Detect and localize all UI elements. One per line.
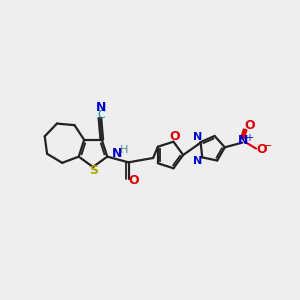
Text: O: O [244, 119, 254, 132]
Text: N: N [238, 134, 248, 147]
Text: O: O [256, 143, 266, 156]
Text: N: N [96, 101, 106, 114]
Text: −: − [262, 141, 272, 151]
Text: O: O [128, 174, 139, 187]
Text: N: N [193, 132, 202, 142]
Text: N: N [193, 156, 202, 167]
Text: C: C [97, 110, 105, 120]
Text: H: H [120, 146, 128, 155]
Text: S: S [89, 164, 98, 178]
Text: +: + [245, 133, 253, 142]
Text: N: N [112, 147, 122, 160]
Text: O: O [169, 130, 180, 143]
